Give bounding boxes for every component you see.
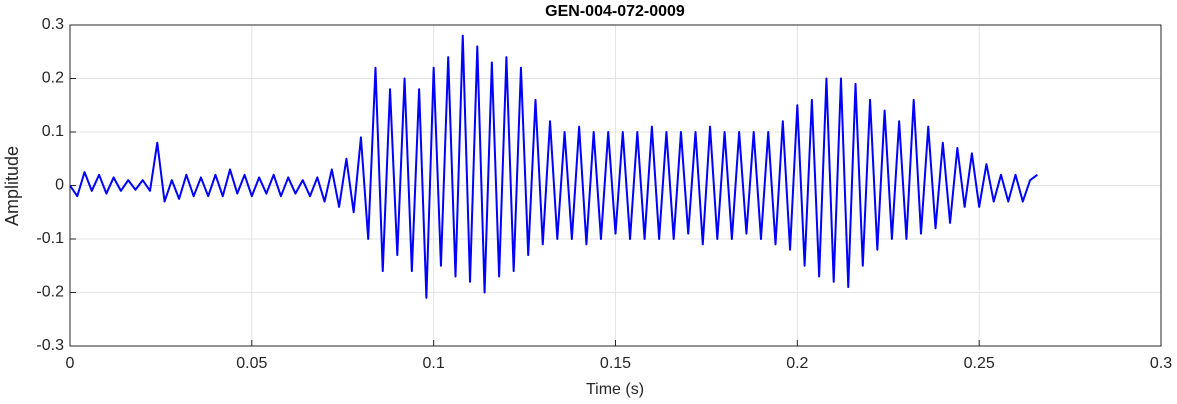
x-tick-label: 0.1	[423, 355, 445, 372]
x-tick-label: 0.15	[600, 355, 631, 372]
y-axis-label: Amplitude	[2, 146, 22, 226]
waveform-line	[69, 34, 1038, 299]
x-tick-label: 0	[66, 355, 75, 372]
x-tick-label: 0.05	[236, 355, 267, 372]
x-axis-label: Time (s)	[586, 381, 644, 398]
x-tick-label: 0.3	[1150, 355, 1172, 372]
y-tick-label: -0.2	[36, 284, 64, 301]
y-tick-label: 0.1	[42, 123, 64, 140]
y-tick-label: -0.1	[36, 230, 64, 247]
y-tick-label: 0.3	[42, 16, 64, 33]
x-tick-label: 0.2	[786, 355, 808, 372]
chart-title: GEN-004-072-0009	[545, 3, 685, 20]
x-tick-label: 0.25	[964, 355, 995, 372]
y-tick-label: 0.2	[42, 70, 64, 87]
y-tick-label: 0	[55, 177, 64, 194]
y-tick-label: -0.3	[36, 337, 64, 354]
